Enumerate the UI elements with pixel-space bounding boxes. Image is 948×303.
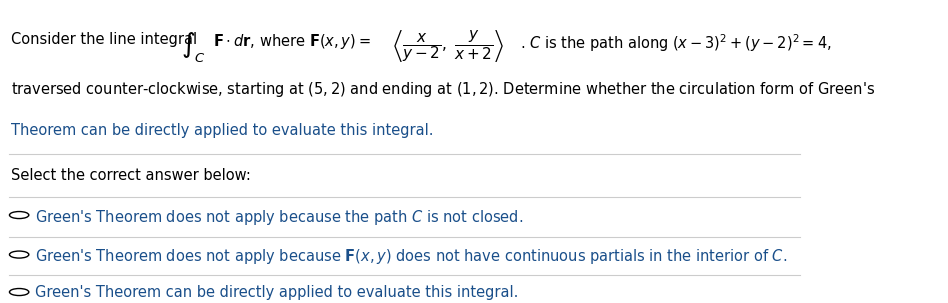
Text: . $C$ is the path along $(x-3)^2 + (y-2)^2 = 4,$: . $C$ is the path along $(x-3)^2 + (y-2)… xyxy=(520,32,831,54)
Text: Green's Theorem does not apply because $\mathbf{F}(x, y)$ does not have continuo: Green's Theorem does not apply because $… xyxy=(35,247,788,266)
Text: Select the correct answer below:: Select the correct answer below: xyxy=(11,168,251,183)
Text: Consider the line integral: Consider the line integral xyxy=(11,32,197,47)
Text: $\int_C$: $\int_C$ xyxy=(180,31,205,65)
Text: $\left\langle \dfrac{x}{y-2},\ \dfrac{y}{x+2} \right\rangle$: $\left\langle \dfrac{x}{y-2},\ \dfrac{y}… xyxy=(392,28,504,64)
Text: Green's Theorem can be directly applied to evaluate this integral.: Green's Theorem can be directly applied … xyxy=(35,285,519,300)
Text: Theorem can be directly applied to evaluate this integral.: Theorem can be directly applied to evalu… xyxy=(11,123,433,138)
Text: traversed counter-clockwise, starting at $(5, 2)$ and ending at $(1, 2)$. Determ: traversed counter-clockwise, starting at… xyxy=(11,80,875,99)
Text: $\mathbf{F} \cdot d\mathbf{r}$, where $\mathbf{F}(x,y) = $: $\mathbf{F} \cdot d\mathbf{r}$, where $\… xyxy=(212,32,371,51)
Text: Green's Theorem does not apply because the path $C$ is not closed.: Green's Theorem does not apply because t… xyxy=(35,208,523,227)
